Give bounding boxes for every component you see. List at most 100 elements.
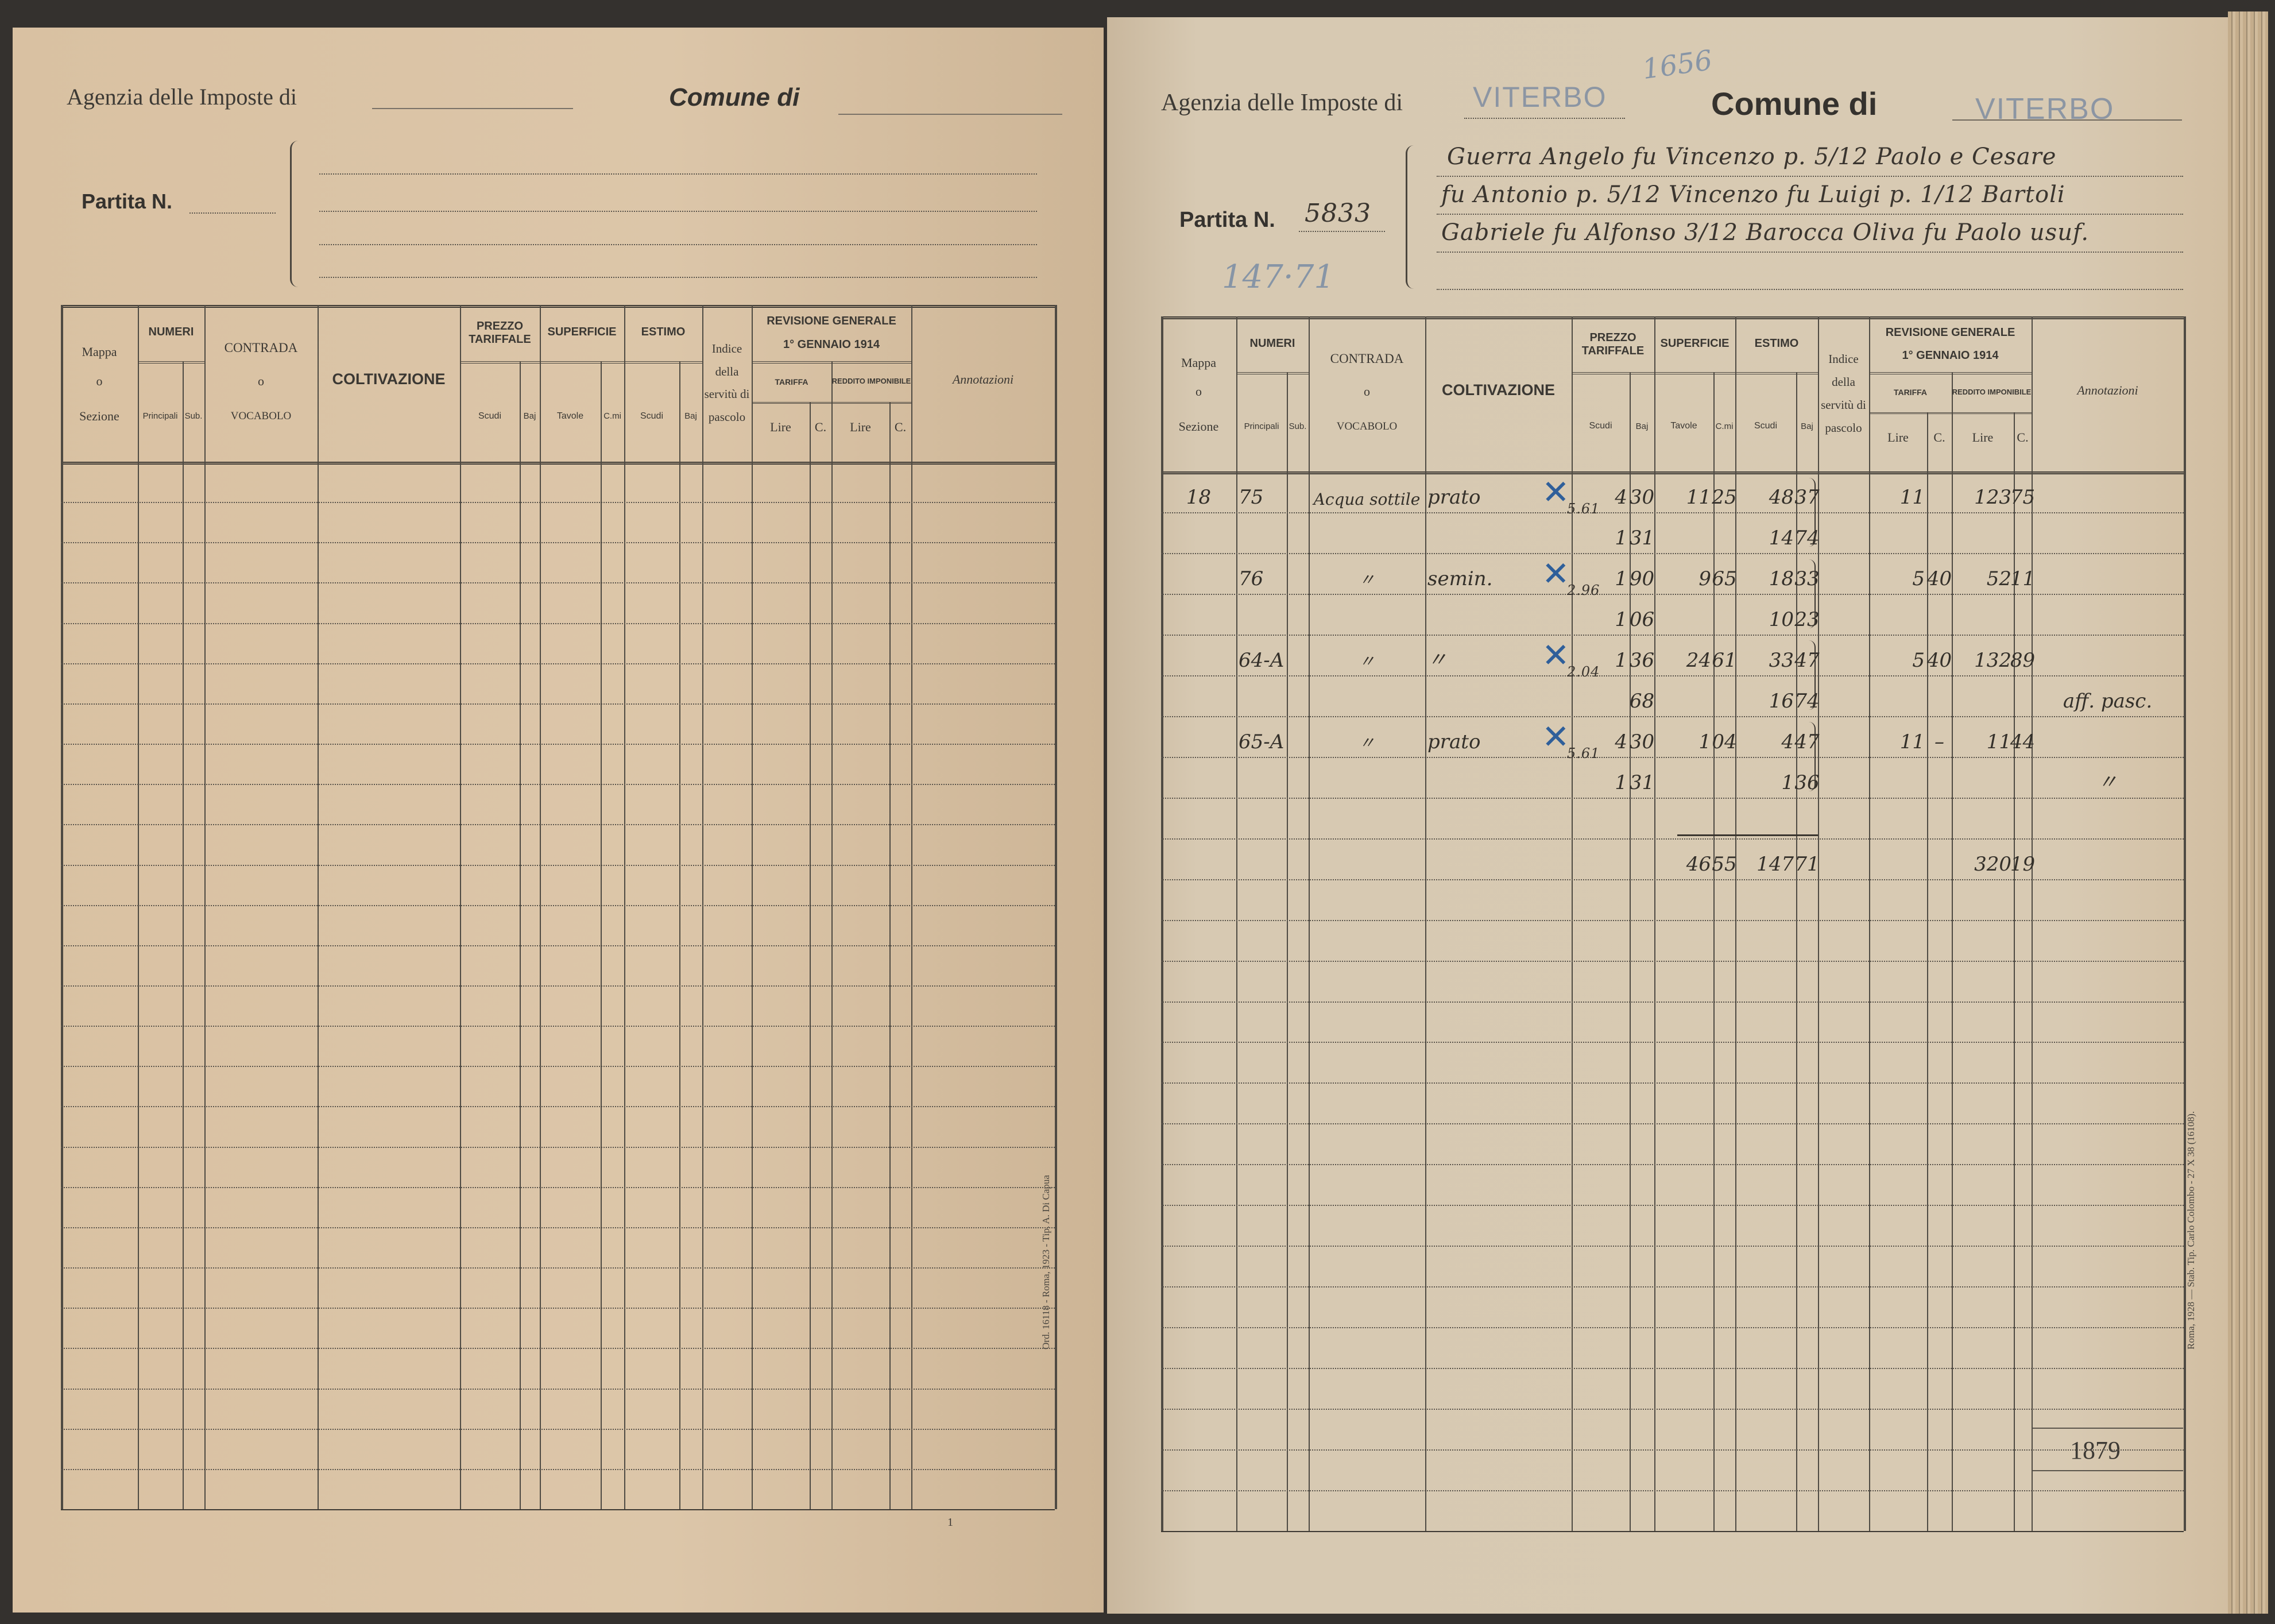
cell-annotazioni (2034, 594, 2181, 631)
right-header-scudi: Scudi (1754, 421, 1778, 431)
left-header-baj: Baj (523, 411, 536, 422)
left-row-rule (61, 1469, 1055, 1470)
right-row-rule (1161, 1327, 2184, 1328)
cell-prezzo-baj: 90 (1629, 567, 1655, 590)
prezzo-side-note: 2.04 (1567, 663, 1600, 680)
left-header-reddito: REDDITO IMPONIBILE (831, 377, 911, 386)
left-row-rule (61, 1147, 1055, 1148)
right-header-cmi: C.mi (1715, 422, 1734, 432)
right-row-rule (1161, 757, 2184, 758)
left-header-vocabolo: VOCABOLO (230, 409, 292, 422)
right-column-rule (1818, 316, 1819, 1531)
owner-line-2: fu Antonio p. 5/12 Vincenzo fu Luigi p. … (1441, 181, 2065, 208)
cell-reddito-c: 75 (2010, 485, 2036, 509)
left-partita-line (189, 212, 276, 214)
right-row-rule (1161, 798, 2184, 799)
cell-reddito-c: 44 (2010, 730, 2036, 753)
right-header-lire: Lire (1887, 430, 1909, 444)
left-header-rule (61, 462, 1055, 465)
right-owner-line (1437, 214, 2183, 215)
right-column-rule (1869, 316, 1870, 1531)
cell-reddito-lire: 132 (1974, 648, 2011, 672)
right-column-rule (1236, 316, 1237, 1531)
left-row-rule (61, 623, 1055, 624)
cell-principali: 76 (1239, 567, 1264, 590)
left-header-principali: Principali (142, 411, 178, 422)
right-row-rule (1161, 675, 2184, 676)
right-row-rule (1161, 1002, 2184, 1003)
right-partita-line (1299, 231, 1385, 232)
left-subheader-rule (624, 361, 702, 364)
left-column-rule (61, 305, 63, 1509)
left-header-sub: Sub. (184, 411, 203, 422)
cell-sup-cmi: 25 (1712, 485, 1737, 509)
right-row-rule (1161, 553, 2184, 554)
right-column-rule (1287, 372, 1288, 1531)
left-page-mark: 1 (947, 1516, 953, 1529)
cell-reddito-lire: 123 (1974, 485, 2011, 509)
total-sup-cmi: 55 (1712, 852, 1737, 876)
right-comune-line (1952, 119, 2182, 121)
left-row-rule (61, 865, 1055, 866)
right-subheader-rule (1236, 372, 1309, 375)
cell-mappa (1163, 716, 1234, 753)
right-subheader-rule (1654, 372, 1735, 375)
total-reddito-c: 19 (2010, 852, 2036, 876)
left-row-rule (61, 985, 1055, 987)
totals-rule (1677, 834, 1818, 836)
cell-mappa (1163, 635, 1234, 672)
cell-estimo-scudi: 18 (1769, 567, 1794, 590)
blue-x-mark: ✕ (1542, 717, 1570, 756)
right-column-rule (1309, 316, 1310, 1531)
left-column-rule (889, 402, 891, 1509)
right-column-rule (1654, 316, 1655, 1531)
left-column-rule (601, 361, 602, 1509)
left-header-lire: Lire (850, 420, 871, 435)
left-header-o: o (258, 373, 264, 388)
left-column-rule (318, 305, 319, 1509)
left-partita-label: Partita N. (82, 190, 173, 213)
left-header-contrada: CONTRADA (224, 340, 298, 355)
right-header-estimo: ESTIMO (1754, 337, 1799, 350)
agenzia-stamp: VITERBO (1473, 81, 1607, 113)
right-row-rule (1161, 1082, 2184, 1084)
cell-tariffa-c: 40 (1926, 567, 1952, 590)
left-column-rule (1055, 305, 1057, 1509)
right-column-rule (2014, 412, 2015, 1531)
right-header-scudi: Scudi (1589, 421, 1612, 431)
cell-principali: 65-A (1239, 730, 1284, 753)
cell-prezzo-scudi: 4 (1615, 485, 1627, 509)
left-header-cmi: C.mi (603, 411, 621, 422)
cell-mappa (1163, 553, 1234, 590)
right-header-sub: Sub. (1289, 422, 1307, 432)
right-header-revisione: REVISIONE GENERALE (1885, 326, 2015, 339)
right-header-o: o (1195, 384, 1202, 399)
cell-contrada: 〃 (1359, 570, 1375, 589)
right-row-rule (1161, 1042, 2184, 1043)
right-column-rule (2184, 316, 2186, 1531)
left-header-baj: Baj (684, 411, 697, 422)
left-column-rule (752, 305, 753, 1509)
left-header-estimo: ESTIMO (641, 326, 686, 339)
right-row-rule (1161, 1246, 2184, 1247)
right-table-bottom-rule (1161, 1531, 2184, 1532)
right-agenzia-label: Agenzia delle Imposte di (1161, 90, 1403, 116)
cell-sup-cmi: 61 (1712, 648, 1737, 672)
left-column-rule (460, 305, 461, 1509)
cell-principali: 64-A (1239, 648, 1284, 672)
right-column-rule (1713, 372, 1715, 1531)
left-header-revisione: REVISIONE GENERALE (767, 315, 896, 328)
right-header-c: C. (1933, 430, 1945, 444)
cell-prezzo-scudi: 1 (1615, 648, 1627, 672)
left-row-rule (61, 945, 1055, 946)
left-header-scudi: Scudi (478, 411, 502, 421)
right-row-rule (1161, 1409, 2184, 1410)
left-subheader-rule (752, 361, 911, 364)
cell-estimo-scudi: 4 (1781, 730, 1794, 753)
left-row-rule (61, 1106, 1055, 1107)
cell-prezzo-baj-2: 68 (1629, 689, 1655, 713)
right-header-sezione: Sezione (1178, 419, 1219, 434)
right-row-rule (1161, 716, 2184, 717)
left-column-rule (183, 361, 184, 1509)
cell-sup-cmi: 04 (1712, 730, 1737, 753)
